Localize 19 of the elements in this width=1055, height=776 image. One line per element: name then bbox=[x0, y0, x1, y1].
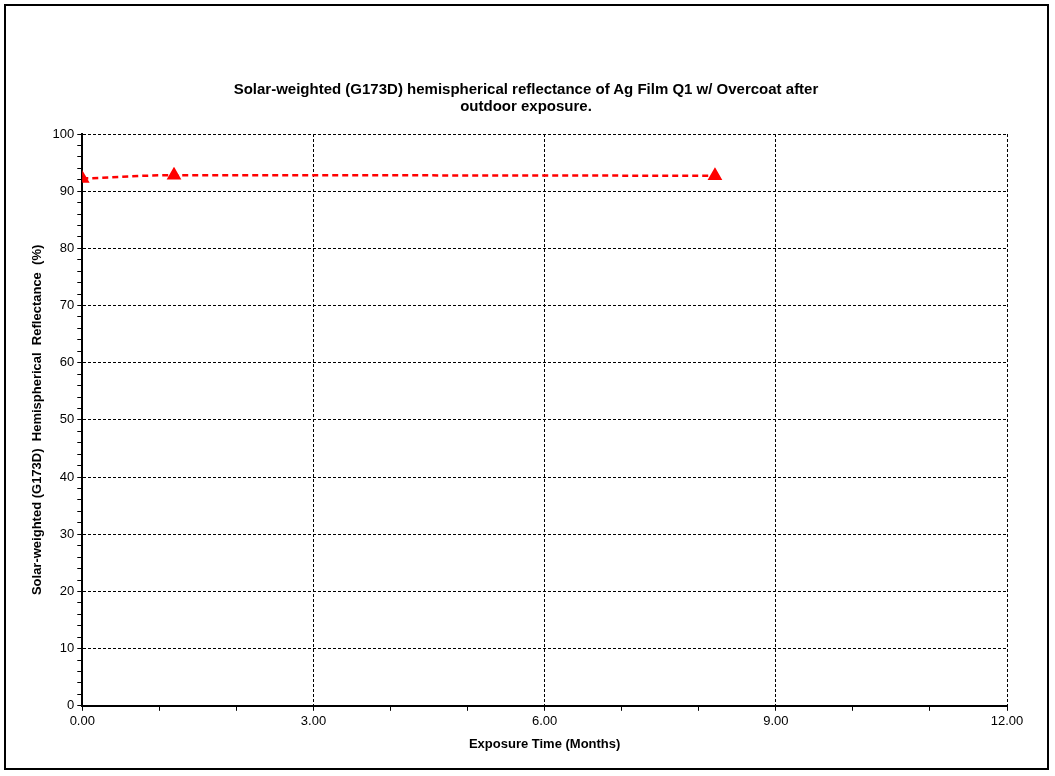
y-tick-label: 100 bbox=[52, 125, 75, 141]
y-tick-label: 70 bbox=[59, 297, 75, 313]
x-tick-label: 6.00 bbox=[531, 713, 558, 729]
y-tick-label: 50 bbox=[59, 411, 75, 427]
y-tick-label: 0 bbox=[67, 697, 75, 713]
x-tick-label: 0.00 bbox=[69, 713, 95, 729]
chart-title: Solar-weighted (G173D) hemispherical reflectance of Ag Film Q1 w/ Overcoat after outdoor exposure. bbox=[232, 80, 820, 114]
y-tick-label: 80 bbox=[59, 239, 75, 255]
y-tick-label: 10 bbox=[59, 640, 75, 656]
x-axis-title: Exposure Time (Months) bbox=[468, 735, 621, 751]
y-tick-label: 90 bbox=[59, 182, 75, 198]
y-tick-label: 30 bbox=[59, 525, 75, 541]
y-tick-label: 20 bbox=[59, 583, 75, 599]
y-tick-label: 40 bbox=[59, 468, 75, 484]
x-tick-label: 12.00 bbox=[990, 713, 1024, 729]
y-axis-title: Solar-weighted (G173D) Hemispherical Reflectance (%) bbox=[29, 244, 45, 596]
y-tick-label: 60 bbox=[59, 354, 75, 370]
x-tick-label: 9.00 bbox=[763, 713, 789, 729]
x-tick-label: 3.00 bbox=[300, 713, 327, 729]
